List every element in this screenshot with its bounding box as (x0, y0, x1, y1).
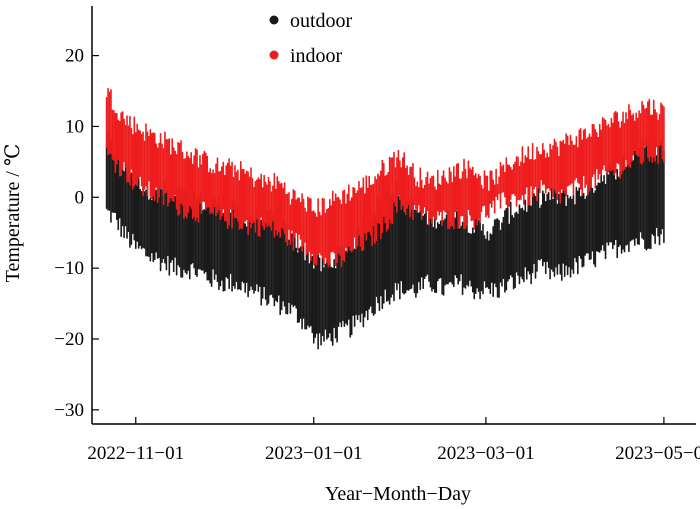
legend: outdoor indoor (269, 10, 353, 67)
x-axis-title: Year−Month−Day (325, 483, 471, 505)
y-tick-label: −20 (54, 329, 84, 350)
y-tick-label: 10 (65, 116, 84, 137)
x-tick-label: 2023−05−01 (615, 443, 700, 464)
y-tick-label: −30 (54, 400, 84, 421)
x-tick-label: 2022−11−01 (87, 443, 184, 464)
y-tick-label: 20 (65, 46, 84, 67)
x-tick-label: 2023−03−01 (437, 443, 534, 464)
legend-label-outdoor: outdoor (290, 10, 353, 32)
y-tick-label: 0 (75, 187, 85, 208)
axes (91, 6, 696, 425)
legend-marker-outdoor (269, 15, 279, 25)
y-tick-label: −10 (54, 258, 84, 279)
series-indoor (105, 87, 665, 268)
y-ticks: −30 −20 −10 0 10 20 (54, 46, 99, 421)
x-tick-label: 2023−01−01 (265, 443, 362, 464)
series-layer (105, 87, 665, 350)
legend-label-indoor: indoor (290, 45, 343, 67)
x-ticks: 2022−11−01 2023−01−01 2023−03−01 2023−05−01 (87, 417, 700, 464)
y-axis-title: Temperature / ℃ (2, 144, 24, 283)
legend-marker-indoor (269, 50, 279, 60)
